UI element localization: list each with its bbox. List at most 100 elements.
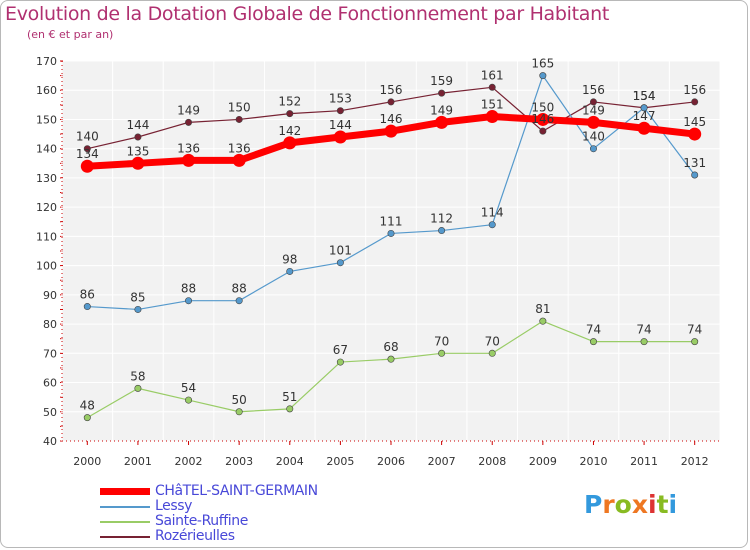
data-label-3: 161 xyxy=(481,68,504,82)
x-tick-label: 2001 xyxy=(124,455,152,468)
data-label-2: 70 xyxy=(434,334,449,348)
x-tick-label: 2008 xyxy=(478,455,506,468)
data-label-0: 147 xyxy=(633,109,656,123)
data-label-1: 88 xyxy=(232,282,247,296)
data-label-0: 150 xyxy=(531,100,554,114)
x-tick-label: 2004 xyxy=(276,455,304,468)
x-tick-label: 2000 xyxy=(73,455,101,468)
y-tick-label: 40 xyxy=(43,435,57,448)
legend-label-lessy: Lessy xyxy=(155,498,193,514)
data-label-2: 54 xyxy=(181,381,196,395)
data-label-1: 101 xyxy=(329,244,352,258)
series-point-3 xyxy=(235,115,243,123)
series-point-0 xyxy=(586,115,600,129)
y-tick-label: 140 xyxy=(36,143,57,156)
series-point-3 xyxy=(185,118,193,126)
series-point-1 xyxy=(387,229,395,237)
data-label-1: 112 xyxy=(430,212,453,226)
data-label-2: 74 xyxy=(687,323,702,337)
logo-letter: i xyxy=(668,490,678,519)
data-label-1: 154 xyxy=(633,89,656,103)
data-label-3: 140 xyxy=(76,130,99,144)
data-label-0: 146 xyxy=(380,112,403,126)
x-tick-label: 2005 xyxy=(326,455,354,468)
series-point-2 xyxy=(488,349,496,357)
series-point-2 xyxy=(438,349,446,357)
y-tick-label: 170 xyxy=(36,55,57,68)
series-point-1 xyxy=(134,305,142,313)
series-point-1 xyxy=(235,297,243,305)
series-point-2 xyxy=(691,338,699,346)
data-label-0: 134 xyxy=(76,147,99,161)
series-point-1 xyxy=(336,259,344,267)
series-point-2 xyxy=(134,384,142,392)
logo-letter: i xyxy=(648,490,657,519)
data-label-3: 146 xyxy=(531,112,554,126)
series-point-0 xyxy=(232,153,246,167)
proxiti-logo: Proxiti xyxy=(584,490,677,519)
series-point-2 xyxy=(185,396,193,404)
data-label-3: 144 xyxy=(126,118,149,132)
data-label-2: 58 xyxy=(130,369,145,383)
series-point-3 xyxy=(387,98,395,106)
data-label-2: 70 xyxy=(485,334,500,348)
series-point-1 xyxy=(589,145,597,153)
legend-swatch-rozerieulles xyxy=(100,536,150,538)
series-point-2 xyxy=(235,408,243,416)
data-label-0: 149 xyxy=(582,103,605,117)
legend-label-sainte-ruffine: Sainte-Ruffine xyxy=(155,513,248,529)
data-label-3: 150 xyxy=(228,100,251,114)
logo-letter: x xyxy=(631,490,648,519)
y-tick-label: 150 xyxy=(36,113,57,126)
series-point-1 xyxy=(539,72,547,80)
data-label-3: 153 xyxy=(329,92,352,106)
data-label-2: 51 xyxy=(282,390,297,404)
data-label-3: 149 xyxy=(177,103,200,117)
x-tick-label: 2012 xyxy=(681,455,709,468)
data-label-3: 156 xyxy=(683,83,706,97)
series-point-2 xyxy=(539,317,547,325)
data-label-0: 151 xyxy=(481,98,504,112)
data-label-2: 48 xyxy=(80,399,95,413)
legend-label-rozerieulles: Rozérieulles xyxy=(155,528,235,544)
logo-letter: o xyxy=(614,490,632,519)
data-label-1: 85 xyxy=(130,290,145,304)
y-tick-label: 80 xyxy=(43,318,57,331)
y-tick-label: 100 xyxy=(36,260,57,273)
x-tick-label: 2010 xyxy=(579,455,607,468)
data-label-2: 74 xyxy=(636,323,651,337)
legend-swatch-lessy xyxy=(100,506,150,508)
data-label-1: 88 xyxy=(181,282,196,296)
x-tick-label: 2006 xyxy=(377,455,405,468)
series-point-0 xyxy=(131,156,145,170)
x-tick-label: 2011 xyxy=(630,455,658,468)
series-point-3 xyxy=(539,127,547,135)
series-point-1 xyxy=(438,227,446,235)
data-label-1: 111 xyxy=(380,214,403,228)
y-tick-label: 120 xyxy=(36,201,57,214)
series-point-3 xyxy=(83,145,91,153)
series-point-1 xyxy=(640,104,648,112)
data-label-1: 165 xyxy=(531,57,554,71)
data-label-1: 140 xyxy=(582,130,605,144)
data-label-0: 149 xyxy=(430,103,453,117)
data-label-2: 74 xyxy=(586,323,601,337)
logo-letter: t xyxy=(656,490,669,519)
series-point-2 xyxy=(286,405,294,413)
legend-swatch-chatel xyxy=(100,488,150,495)
series-point-3 xyxy=(691,98,699,106)
series-point-3 xyxy=(488,83,496,91)
series-point-3 xyxy=(134,133,142,141)
data-label-1: 86 xyxy=(80,288,95,302)
series-point-1 xyxy=(488,221,496,229)
x-tick-label: 2007 xyxy=(428,455,456,468)
y-tick-label: 70 xyxy=(43,347,57,360)
legend-label-chatel: CHâTEL-SAINT-GERMAIN xyxy=(155,483,318,499)
logo-letter: P xyxy=(584,490,603,519)
y-tick-label: 50 xyxy=(43,406,57,419)
series-point-0 xyxy=(80,159,94,173)
y-tick-label: 160 xyxy=(36,84,57,97)
series-point-0 xyxy=(182,153,196,167)
